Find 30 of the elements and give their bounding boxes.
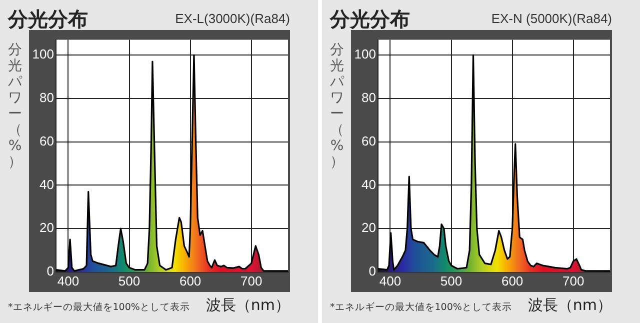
chart-subtitle: EX-N (5000K)(Ra84) (491, 11, 612, 26)
x-axis-title: 波長（nm） (206, 296, 290, 315)
x-tick-label: 500 (118, 273, 140, 288)
y-tick-label: 0 (46, 264, 54, 279)
chart-title: 分光分布 (8, 6, 88, 33)
x-tick-label: 400 (379, 273, 402, 288)
y-tick-label: 60 (362, 133, 376, 148)
y-tick-label: 20 (40, 220, 54, 236)
text: *エネルギーの最大値を100%として表示 (330, 301, 512, 314)
y-tick-label: 100 (354, 46, 376, 62)
y-tick-label: 60 (40, 133, 54, 148)
text: *エネルギーの最大値を100%として表示 (8, 301, 190, 314)
x-tick-label: 500 (440, 273, 462, 288)
x-tick-label: 600 (501, 273, 524, 288)
y-axis-title: 分光パワー（%） (7, 42, 24, 170)
y-axis-title: 分光パワー（%） (329, 42, 346, 170)
y-tick-label: 40 (40, 176, 54, 192)
y-tick-label: 80 (362, 90, 376, 105)
x-tick-label: 600 (179, 273, 202, 288)
y-tick-label: 80 (40, 90, 54, 105)
x-axis-title: 波長（nm） (528, 296, 612, 315)
x-tick-label: 700 (562, 273, 584, 288)
x-tick-label: 400 (57, 273, 80, 288)
y-tick-label: 0 (368, 264, 376, 279)
chart-subtitle: EX-L(3000K)(Ra84) (175, 11, 290, 26)
y-tick-label: 100 (32, 46, 54, 62)
y-tick-label: 40 (362, 176, 376, 192)
y-tick-label: 20 (362, 220, 376, 236)
chart-title: 分光分布 (330, 6, 410, 33)
x-tick-label: 700 (240, 273, 262, 288)
